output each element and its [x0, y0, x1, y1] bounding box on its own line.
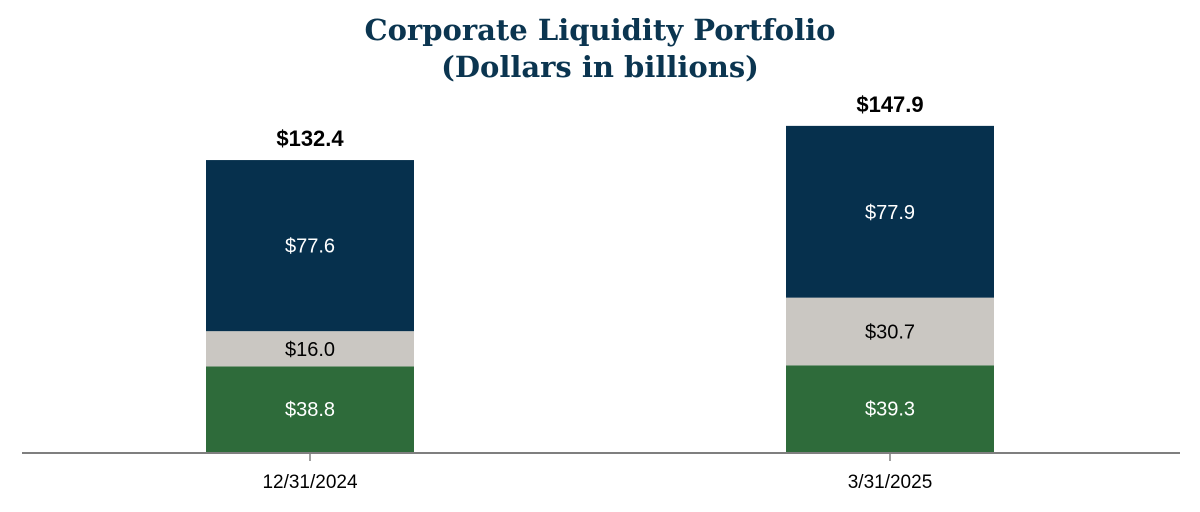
bar-segment-bottom-2: [786, 365, 994, 452]
x-tick-label-2: 3/31/2025: [848, 472, 933, 493]
bar-segment-bottom-1: [206, 366, 414, 452]
total-label-2: $147.9: [856, 92, 923, 117]
chart-subtitle: (Dollars in billions): [441, 50, 759, 84]
data-label-top-2: $77.9: [865, 202, 915, 224]
data-label-middle-1: $16.0: [285, 339, 335, 361]
bars-layer: $38.8 $16.0 $77.6 $132.4 $39.3 $30.7 $77.9 $147…: [206, 92, 994, 452]
data-label-top-1: $77.6: [285, 236, 335, 258]
x-tick-label-1: 12/31/2024: [262, 472, 358, 493]
bar-segment-top-2: [786, 125, 994, 298]
total-label-1: $132.4: [276, 126, 344, 151]
bar-segment-middle-1: [206, 331, 414, 367]
bar-segment-middle-2: [786, 297, 994, 366]
x-axis-ticks: 12/31/2024 3/31/2025: [262, 453, 932, 493]
data-label-bottom-1: $38.8: [285, 399, 335, 421]
data-label-bottom-2: $39.3: [865, 399, 915, 421]
bar-segment-top-1: [206, 160, 414, 332]
chart-title: Corporate Liquidity Portfolio: [365, 13, 836, 47]
data-label-middle-2: $30.7: [865, 321, 915, 343]
